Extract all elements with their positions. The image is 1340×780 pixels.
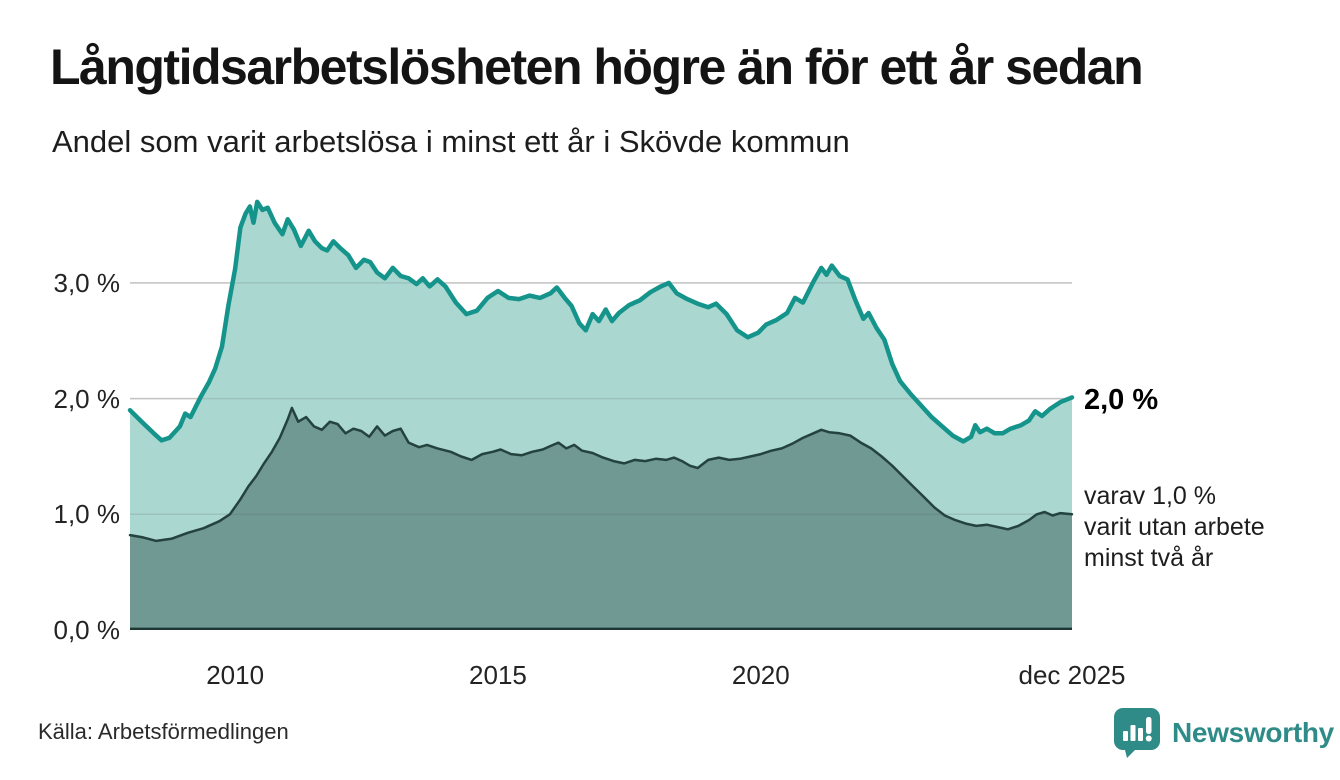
source-label: Källa: Arbetsförmedlingen xyxy=(38,719,289,744)
page-title: Långtidsarbetslösheten högre än för ett … xyxy=(50,39,1144,95)
newsworthy-bubble-chart-icon xyxy=(1114,708,1160,758)
y-axis-label: 2,0 % xyxy=(53,383,121,414)
speech-bubble-shape xyxy=(1114,708,1160,758)
bar-1 xyxy=(1123,731,1128,741)
line-minst-tva-ar xyxy=(128,406,1074,543)
plot-area xyxy=(127,190,1075,631)
x-axis-label: dec 2025 xyxy=(1018,660,1126,690)
y-axis-label: 3,0 % xyxy=(53,267,121,298)
area-chart xyxy=(127,199,1075,630)
y-axis-label: 1,0 % xyxy=(53,499,121,530)
annotation-two-year-line2: varit utan arbete xyxy=(1084,513,1265,541)
annotation-two-year-line3: minst två år xyxy=(1084,544,1214,572)
area-minst-tva-ar xyxy=(130,407,1072,630)
bar-3 xyxy=(1138,728,1143,741)
annotation-two-year-line1: varav 1,0 % xyxy=(1084,482,1217,510)
line-minst-ett-ar xyxy=(127,199,1075,444)
bar-2 xyxy=(1130,725,1136,741)
x-axis-label: 2010 xyxy=(206,660,265,690)
newsworthy-brand: Newsworthy xyxy=(1113,707,1334,758)
x-axis-label: 2015 xyxy=(469,660,527,690)
brand-name: Newsworthy xyxy=(1172,716,1334,748)
annotation-latest-total: 2,0 % xyxy=(1084,384,1159,416)
exclamation-dot xyxy=(1145,735,1152,742)
page-subtitle: Andel som varit arbetslösa i minst ett å… xyxy=(52,124,850,159)
y-axis-label: 0,0 % xyxy=(53,615,121,645)
exclamation-stem xyxy=(1146,717,1152,734)
x-axis-label: 2020 xyxy=(731,660,790,690)
annotation-two-year: varav 1,0 % varit utan arbete minst två … xyxy=(1084,481,1265,574)
